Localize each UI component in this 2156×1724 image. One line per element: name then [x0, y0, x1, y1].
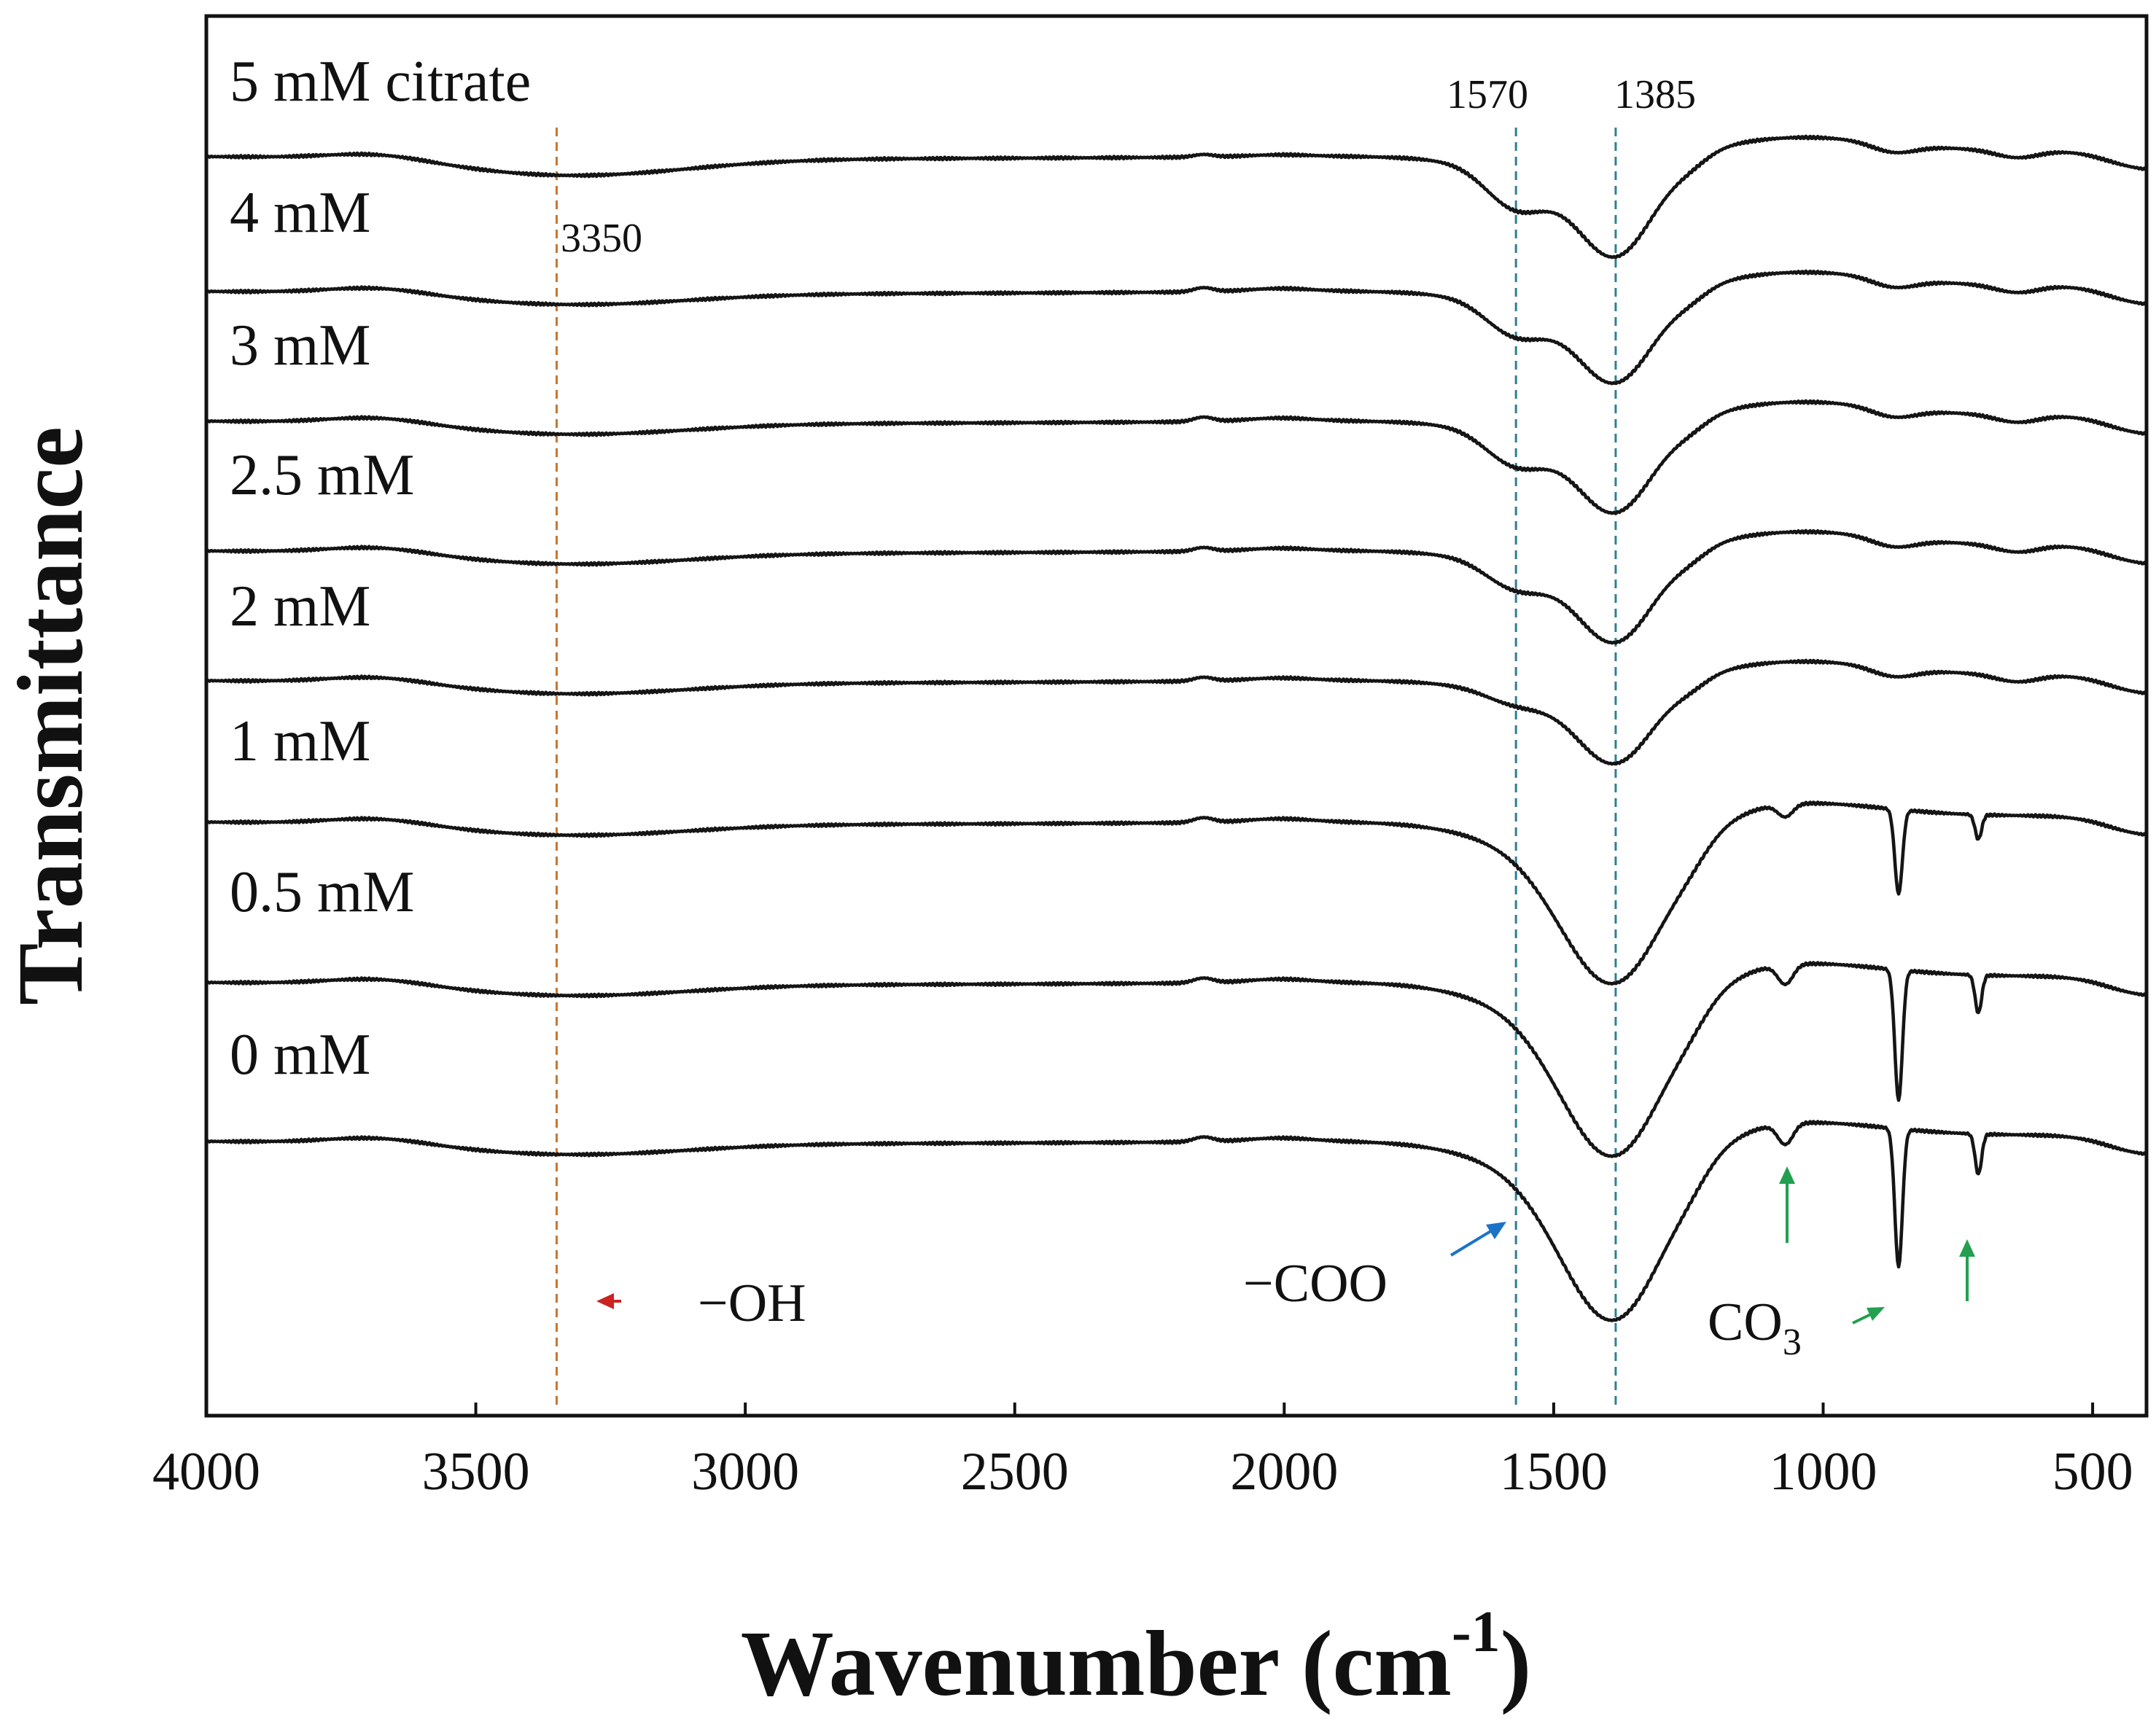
series-label: 1 mM — [230, 709, 370, 773]
spectrum-line — [206, 528, 2147, 645]
x-tick-label: 3000 — [691, 1442, 799, 1502]
peak-label: 3350 — [561, 216, 642, 261]
peak-label: 1385 — [1614, 72, 1696, 117]
series-label: 2.5 mM — [230, 443, 414, 507]
band-annotations: −OH −COO CO3 — [596, 1166, 1975, 1363]
series-labels: 5 mM citrate 4 mM 3 mM 2.5 mM 2 mM 1 mM 0.5 mM… — [230, 50, 531, 1087]
co3-text: CO — [1708, 1292, 1783, 1352]
spectrum-line — [206, 134, 2147, 260]
series-label: 0 mM — [230, 1023, 370, 1087]
reference-lines — [555, 128, 1617, 1407]
plot-frame — [204, 14, 2149, 1418]
x-axis-title-sup: -1 — [1452, 1600, 1501, 1664]
series-label: 0.5 mM — [230, 860, 414, 924]
oh-annotation: −OH — [698, 1274, 806, 1333]
co3-arrow-3-head — [1959, 1239, 1975, 1257]
co3-arrow-1-head — [1779, 1166, 1795, 1184]
coo-arrow-head — [1486, 1222, 1506, 1239]
spectrum-line — [206, 399, 2147, 515]
spectrum-line — [206, 1120, 2147, 1322]
series-label: 2 mM — [230, 574, 370, 639]
spectrum-line — [206, 658, 2147, 766]
x-tick-label: 500 — [2052, 1442, 2133, 1502]
series-label: 5 mM citrate — [230, 50, 531, 114]
y-axis-title: Transmittance — [0, 426, 102, 1005]
x-axis-title-main: Wavenumber (cm — [741, 1612, 1452, 1715]
oh-arrow-head — [596, 1293, 614, 1309]
spectrum-line — [206, 961, 2147, 1158]
spectrum-line — [206, 269, 2147, 386]
x-tick-label: 1500 — [1500, 1442, 1608, 1502]
x-tick-label: 3500 — [422, 1442, 530, 1502]
x-tick-label: 2000 — [1230, 1442, 1338, 1502]
x-axis-ticks: 4000 3500 3000 2500 2000 1500 1000 500 — [152, 1403, 2133, 1502]
peak-labels: 3350 1570 1385 — [561, 72, 1696, 261]
x-tick-label: 1000 — [1770, 1442, 1877, 1502]
co3-subscript: 3 — [1783, 1322, 1802, 1363]
co3-annotation: CO3 — [1708, 1292, 1802, 1363]
spectrum-line — [206, 800, 2147, 986]
series-label: 3 mM — [230, 313, 370, 378]
x-tick-label: 2500 — [961, 1442, 1069, 1502]
x-axis-title: Wavenumber (cm-1) — [741, 1600, 1532, 1715]
co3-arrow-2-head — [1867, 1307, 1885, 1321]
x-axis-title-close: ) — [1501, 1612, 1532, 1715]
coo-annotation: −COO — [1243, 1254, 1388, 1314]
spectra-series — [206, 134, 2147, 1322]
x-tick-label: 4000 — [152, 1442, 260, 1502]
peak-label: 1570 — [1447, 72, 1528, 117]
series-label: 4 mM — [230, 181, 370, 245]
